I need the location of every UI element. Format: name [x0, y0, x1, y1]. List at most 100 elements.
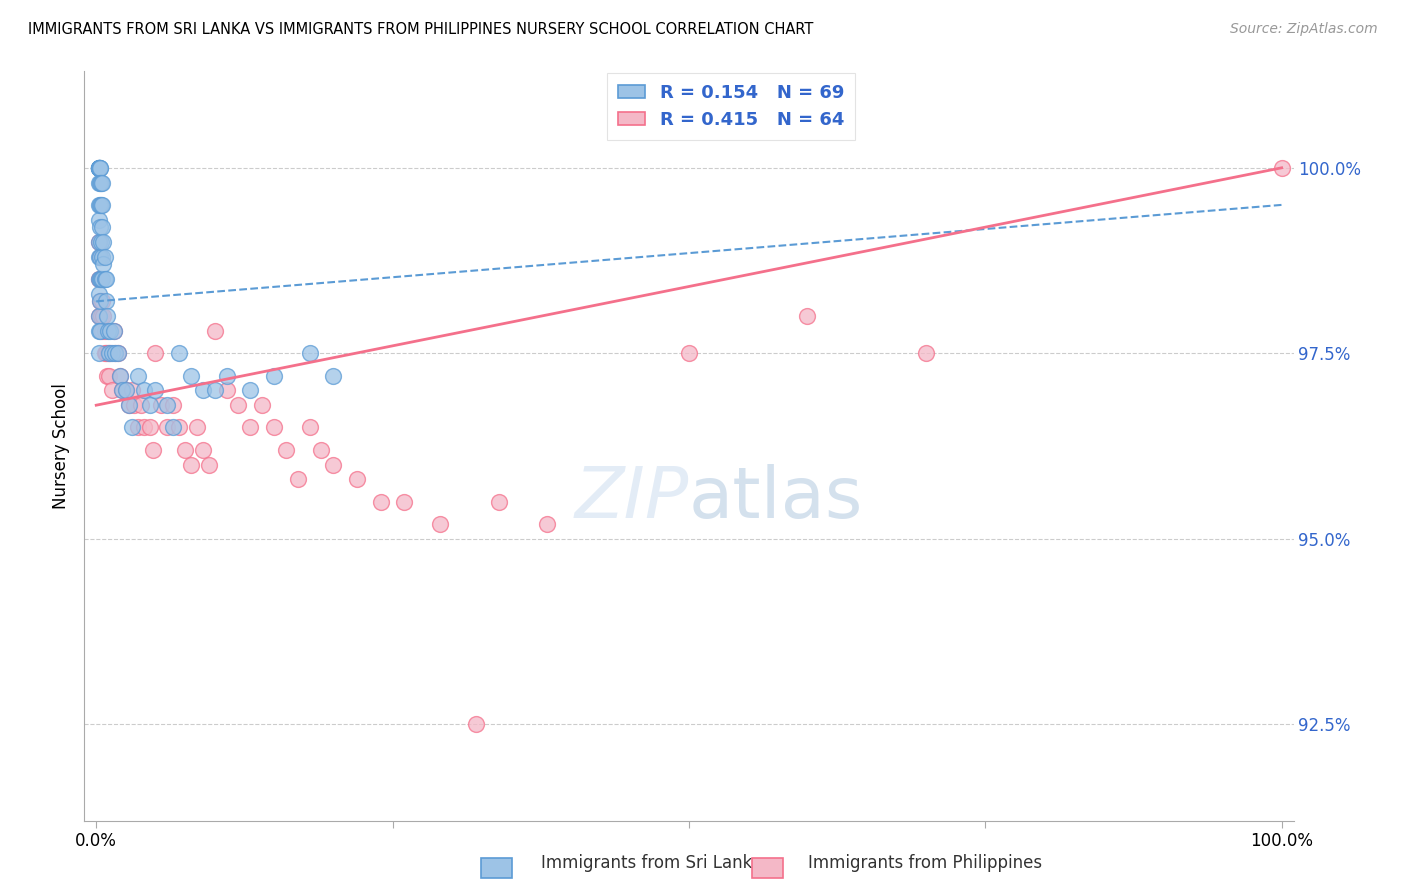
Point [90, 272, 112, 286]
Point [93, 250, 115, 264]
Point [322, 458, 344, 472]
Text: Immigrants from Sri Lanka: Immigrants from Sri Lanka [541, 855, 762, 872]
Point [274, 442, 297, 457]
Point [118, 398, 141, 412]
Text: IMMIGRANTS FROM SRI LANKA VS IMMIGRANTS FROM PHILIPPINES NURSERY SCHOOL CORRELAT: IMMIGRANTS FROM SRI LANKA VS IMMIGRANTS … [28, 22, 814, 37]
Point [132, 420, 155, 434]
Point [91, 324, 114, 338]
Point [89, 250, 111, 264]
Point [87, 287, 110, 301]
Point [104, 346, 127, 360]
Point [322, 368, 344, 383]
Point [91, 309, 114, 323]
Point [108, 368, 131, 383]
Point [100, 384, 122, 398]
Point [145, 384, 167, 398]
Point [89, 220, 111, 235]
Point [87, 161, 110, 175]
Point [186, 420, 208, 434]
Point [91, 257, 114, 271]
Point [89, 294, 111, 309]
Point [100, 346, 122, 360]
Point [89, 161, 111, 175]
Point [198, 458, 221, 472]
Point [91, 272, 114, 286]
Point [87, 161, 110, 175]
Point [107, 346, 129, 360]
Point [89, 272, 111, 286]
Point [239, 384, 262, 398]
Point [191, 442, 214, 457]
Point [678, 346, 700, 360]
Point [91, 294, 114, 309]
Point [488, 494, 510, 508]
Point [138, 420, 160, 434]
Point [87, 161, 110, 175]
Point [174, 442, 197, 457]
Point [263, 368, 285, 383]
Point [111, 384, 134, 398]
Point [91, 176, 114, 190]
Point [87, 309, 110, 323]
Point [111, 384, 134, 398]
Point [87, 161, 110, 175]
Point [91, 250, 114, 264]
Point [98, 368, 121, 383]
Point [87, 235, 110, 249]
Point [191, 384, 214, 398]
Point [180, 458, 202, 472]
Point [263, 420, 285, 434]
Text: Source: ZipAtlas.com: Source: ZipAtlas.com [1230, 22, 1378, 37]
Point [98, 346, 121, 360]
Point [429, 516, 451, 531]
Point [89, 198, 111, 212]
Point [215, 368, 238, 383]
Point [90, 198, 112, 212]
Point [167, 346, 190, 360]
Point [156, 420, 179, 434]
Point [93, 346, 115, 360]
Point [239, 420, 262, 434]
Point [87, 161, 110, 175]
Point [215, 384, 238, 398]
Point [87, 161, 110, 175]
Point [394, 494, 416, 508]
Point [162, 420, 184, 434]
Point [346, 472, 368, 486]
Point [87, 272, 110, 286]
Y-axis label: Nursery School: Nursery School [52, 383, 70, 509]
Point [97, 346, 120, 360]
Point [1271, 161, 1294, 175]
Point [89, 250, 111, 264]
Point [94, 272, 117, 286]
Text: ZIP: ZIP [575, 464, 689, 533]
Point [915, 346, 938, 360]
Point [87, 346, 110, 360]
Point [87, 250, 110, 264]
Point [228, 398, 250, 412]
Point [118, 398, 141, 412]
Point [138, 398, 160, 412]
Point [104, 346, 127, 360]
Point [90, 176, 112, 190]
Point [91, 198, 114, 212]
Point [132, 384, 155, 398]
Point [93, 272, 115, 286]
Point [94, 346, 117, 360]
Point [97, 324, 120, 338]
Point [100, 324, 122, 338]
Point [311, 442, 333, 457]
Point [536, 516, 558, 531]
Point [127, 420, 149, 434]
Point [298, 346, 321, 360]
Point [89, 176, 111, 190]
Point [91, 220, 114, 235]
Point [156, 398, 179, 412]
Point [204, 324, 226, 338]
Point [127, 368, 149, 383]
Point [121, 420, 143, 434]
Point [464, 717, 486, 731]
Text: atlas: atlas [689, 464, 863, 533]
Point [89, 324, 111, 338]
Point [87, 324, 110, 338]
